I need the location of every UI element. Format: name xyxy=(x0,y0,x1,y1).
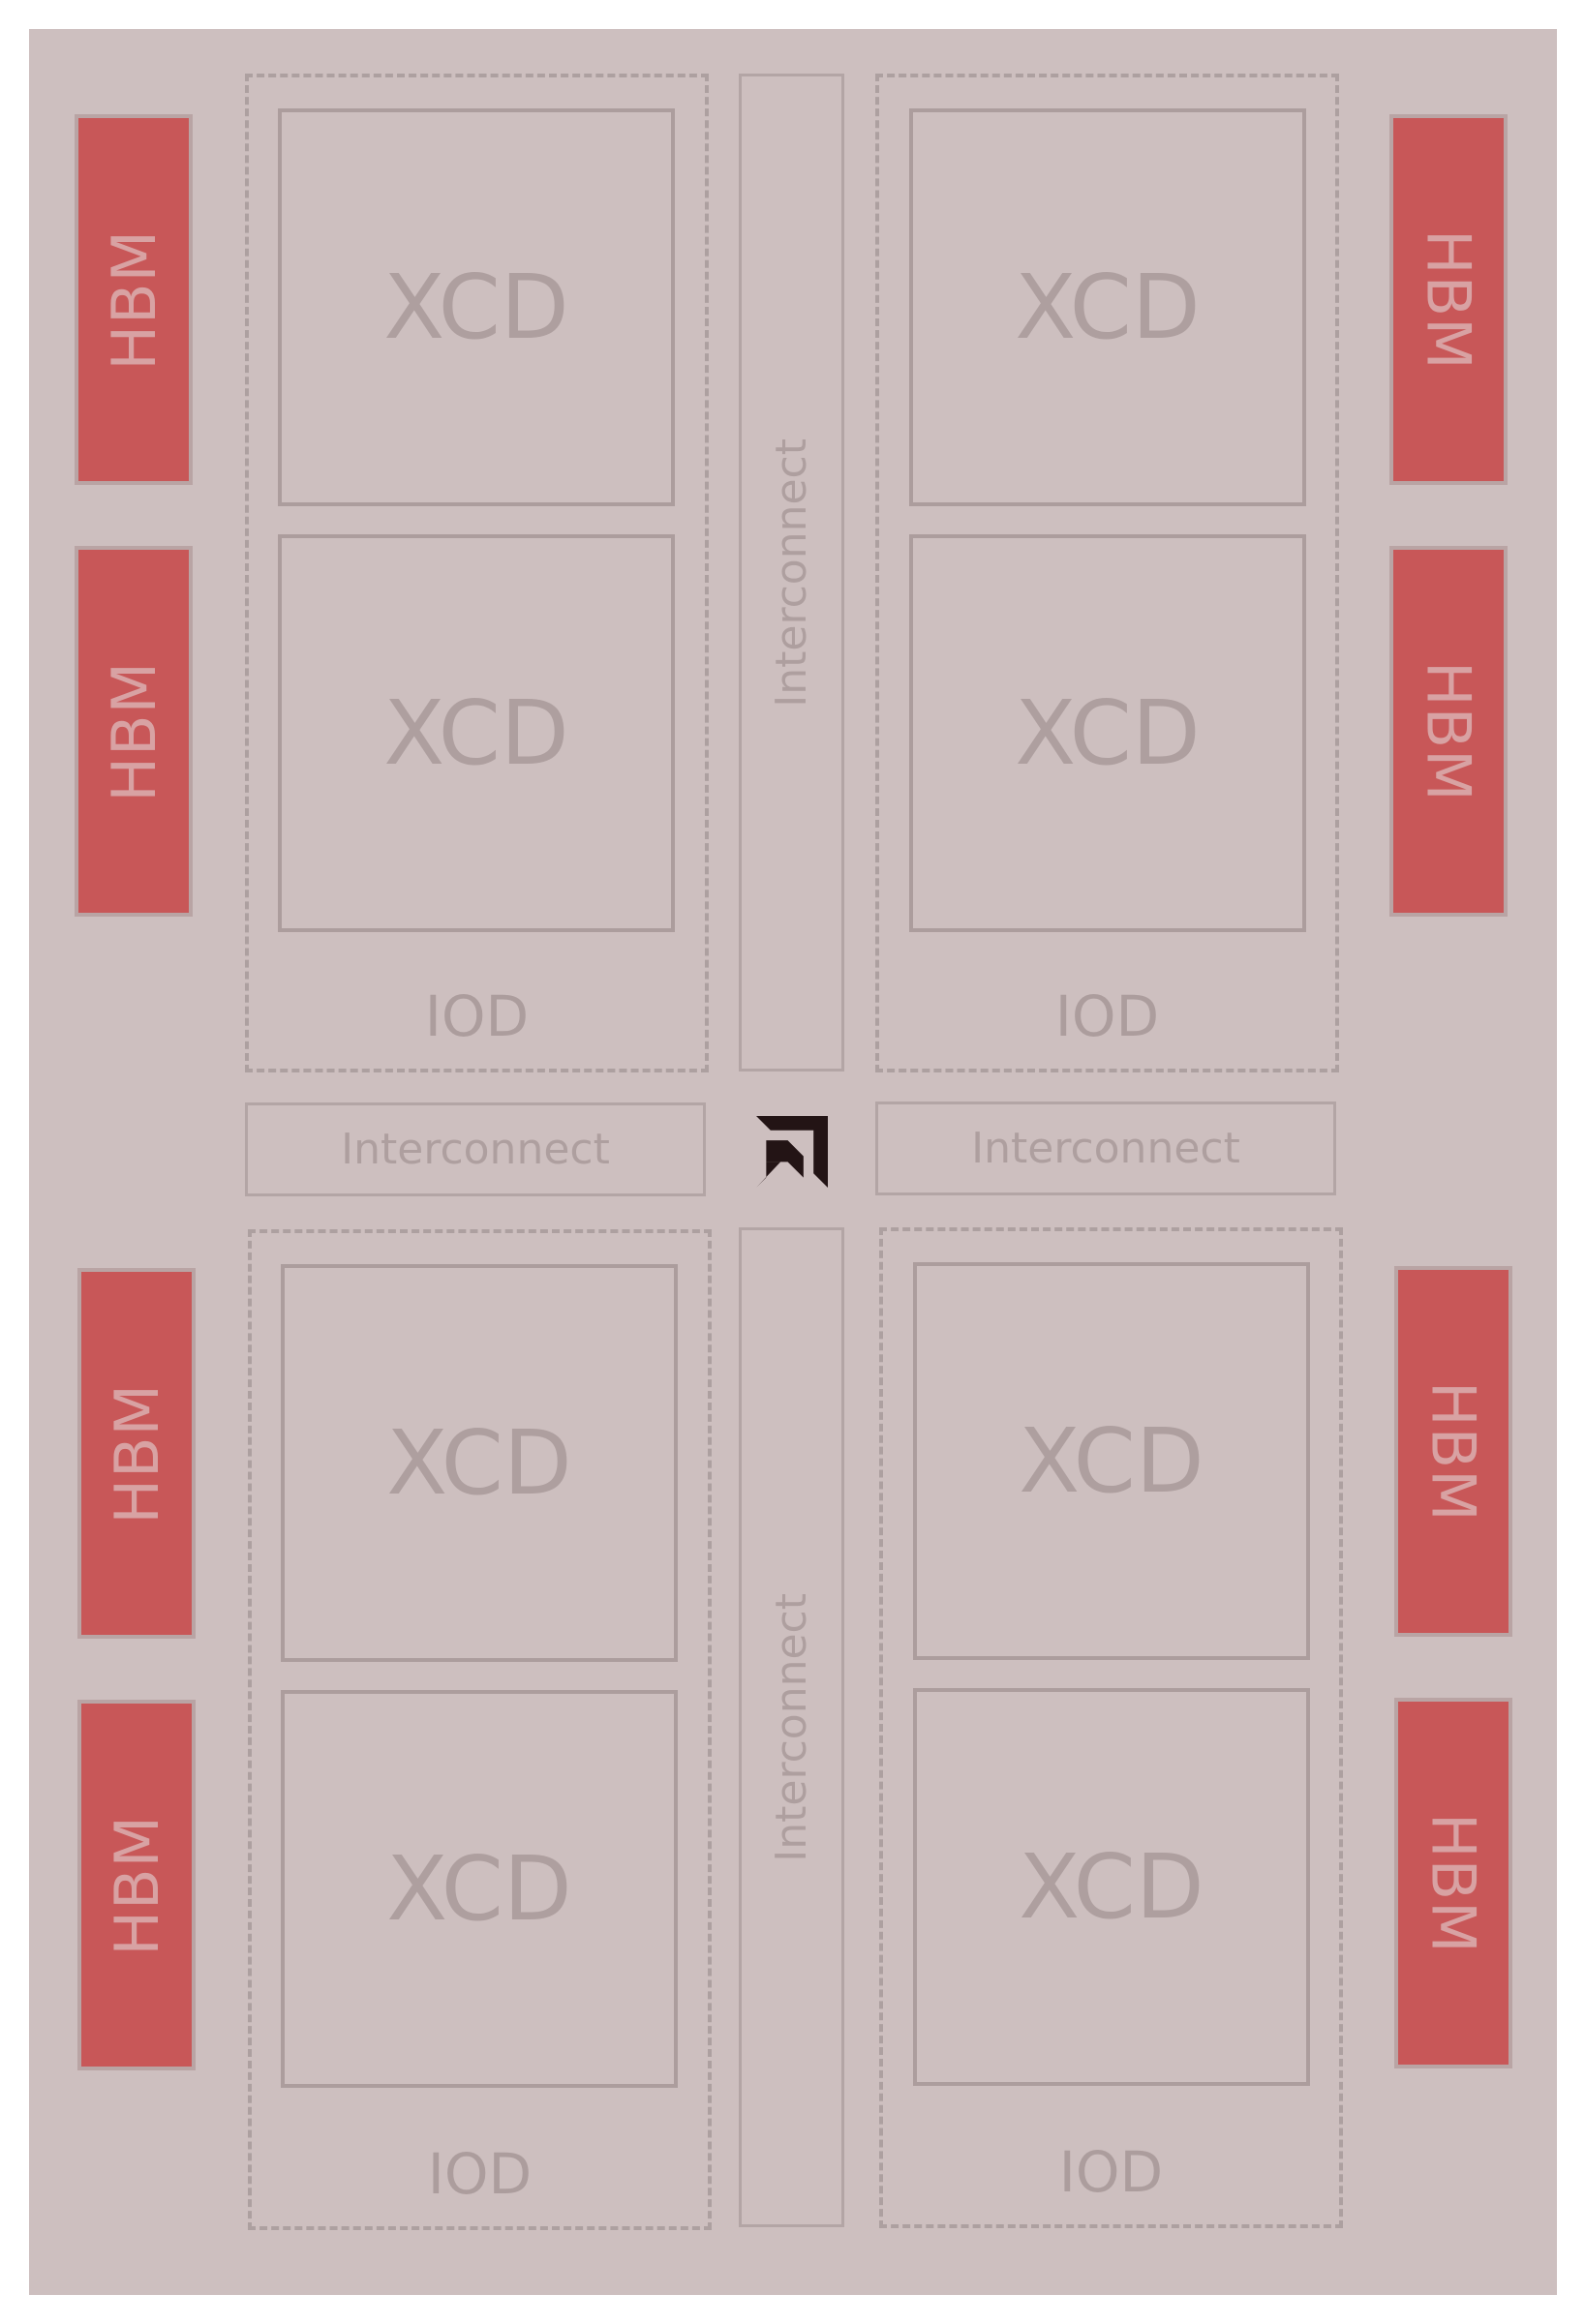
xcd-die: XCD xyxy=(913,1262,1310,1660)
xcd-label: XCD xyxy=(1019,1409,1204,1513)
iod-top-left: IOD xyxy=(245,74,709,1072)
hbm-label: HBM xyxy=(98,228,169,371)
hbm-label: HBM xyxy=(1413,660,1484,802)
hbm-label: HBM xyxy=(101,1382,172,1524)
iod-bottom-left: IOD xyxy=(248,1229,712,2230)
xcd-die: XCD xyxy=(281,1264,678,1662)
xcd-die: XCD xyxy=(281,1690,678,2088)
xcd-die: XCD xyxy=(278,534,675,932)
hbm-label: HBM xyxy=(101,1814,172,1956)
hbm-stack: HBM xyxy=(1394,1266,1512,1637)
amd-logo-icon xyxy=(756,1116,828,1188)
iod-bottom-right: IOD xyxy=(879,1227,1343,2228)
iod-label: IOD xyxy=(1058,2139,1164,2205)
interconnect-vertical-top: Interconnect xyxy=(739,74,844,1071)
hbm-stack: HBM xyxy=(75,114,193,485)
hbm-stack: HBM xyxy=(77,1268,196,1639)
xcd-label: XCD xyxy=(1019,1835,1204,1939)
hbm-label: HBM xyxy=(98,660,169,802)
hbm-label: HBM xyxy=(1413,228,1484,371)
hbm-stack: HBM xyxy=(1389,546,1508,917)
xcd-label: XCD xyxy=(1015,256,1201,359)
interconnect-vertical-bottom: Interconnect xyxy=(739,1227,844,2227)
xcd-die: XCD xyxy=(909,108,1306,506)
xcd-die: XCD xyxy=(913,1688,1310,2086)
xcd-die: XCD xyxy=(909,534,1306,932)
xcd-label: XCD xyxy=(383,256,569,359)
interconnect-label: Interconnect xyxy=(971,1124,1240,1173)
interconnect-horizontal-right: Interconnect xyxy=(875,1102,1336,1195)
iod-label: IOD xyxy=(427,2141,533,2207)
interconnect-label: Interconnect xyxy=(767,1592,816,1862)
xcd-label: XCD xyxy=(386,1837,572,1941)
xcd-label: XCD xyxy=(1015,681,1201,785)
iod-top-right: IOD xyxy=(875,74,1339,1072)
hbm-stack: HBM xyxy=(1389,114,1508,485)
hbm-stack: HBM xyxy=(75,546,193,917)
hbm-stack: HBM xyxy=(77,1700,196,2070)
xcd-label: XCD xyxy=(383,681,569,785)
interconnect-horizontal-left: Interconnect xyxy=(245,1102,706,1196)
hbm-stack: HBM xyxy=(1394,1698,1512,2068)
iod-label: IOD xyxy=(1054,983,1160,1049)
hbm-label: HBM xyxy=(1417,1380,1489,1523)
interconnect-label: Interconnect xyxy=(767,438,816,708)
xcd-die: XCD xyxy=(278,108,675,506)
interconnect-label: Interconnect xyxy=(341,1125,610,1174)
hbm-label: HBM xyxy=(1417,1812,1489,1954)
iod-label: IOD xyxy=(424,983,530,1049)
xcd-label: XCD xyxy=(386,1411,572,1515)
